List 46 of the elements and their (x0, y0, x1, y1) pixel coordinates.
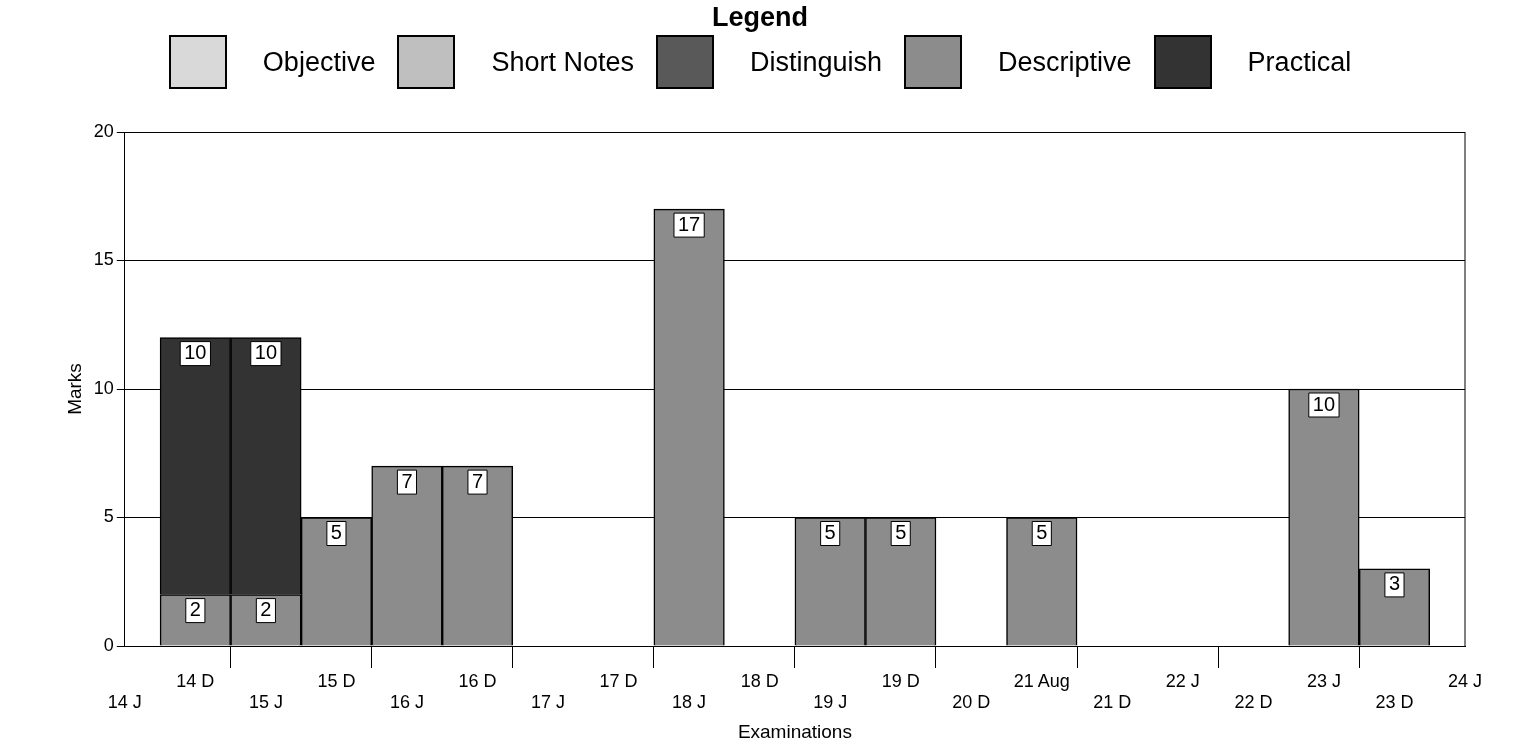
x-tick-label: 16 J (389, 692, 424, 713)
x-tick-label: 14 D (176, 670, 215, 691)
x-tick-label: 24 J (1447, 670, 1483, 691)
legend-label: Objective (262, 46, 376, 78)
data-label: 17 (677, 212, 701, 235)
x-tick-label: 22 D (1234, 692, 1273, 713)
x-tick-label: 21 D (1093, 692, 1132, 713)
data-label: 10 (254, 341, 278, 364)
legend-label: Distinguish (750, 46, 883, 78)
x-tick-label: 18 J (672, 692, 707, 713)
x-tick-label: 19 D (881, 670, 920, 691)
x-tick-label: 19 J (813, 692, 848, 713)
data-label: 5 (895, 521, 907, 544)
x-tick-label: 23 D (1375, 692, 1414, 713)
data-label: 2 (260, 598, 272, 621)
x-tick-label: 15 J (248, 692, 283, 713)
data-label: 5 (824, 521, 836, 544)
data-label: 10 (1312, 392, 1336, 415)
legend-label: Descriptive (998, 46, 1132, 78)
x-tick-label: 15 D (317, 670, 356, 691)
x-tick-label: 14 J (107, 692, 142, 713)
x-tick-label: 22 J (1165, 670, 1200, 691)
legend-label: Short Notes (491, 46, 634, 78)
data-label: 2 (189, 598, 201, 621)
y-tick-label: 5 (103, 506, 114, 527)
y-tick-label: 10 (93, 377, 114, 398)
data-label: 10 (184, 341, 207, 364)
x-tick-label: 21 Aug (1013, 670, 1070, 691)
x-tick-label: 23 J (1306, 670, 1341, 691)
x-tick-label: 20 D (952, 692, 991, 713)
y-tick-label: 0 (103, 634, 114, 655)
x-tick-label: 18 D (740, 670, 779, 691)
y-tick-label: 20 (93, 120, 114, 141)
data-label: 5 (1036, 521, 1048, 544)
legend-label: Practical (1247, 46, 1352, 78)
data-label: 7 (401, 469, 413, 492)
y-tick-label: 15 (93, 249, 114, 270)
data-label: 5 (330, 521, 342, 544)
x-axis-title: Examinations (737, 720, 852, 742)
y-axis-title: Marks (63, 363, 85, 415)
x-tick-label: 17 J (531, 692, 566, 713)
x-tick-label: 16 D (458, 670, 497, 691)
data-label: 3 (1388, 572, 1401, 595)
data-label: 7 (471, 469, 484, 492)
legend-title: Legend (711, 2, 809, 33)
x-tick-label: 17 D (599, 670, 638, 691)
